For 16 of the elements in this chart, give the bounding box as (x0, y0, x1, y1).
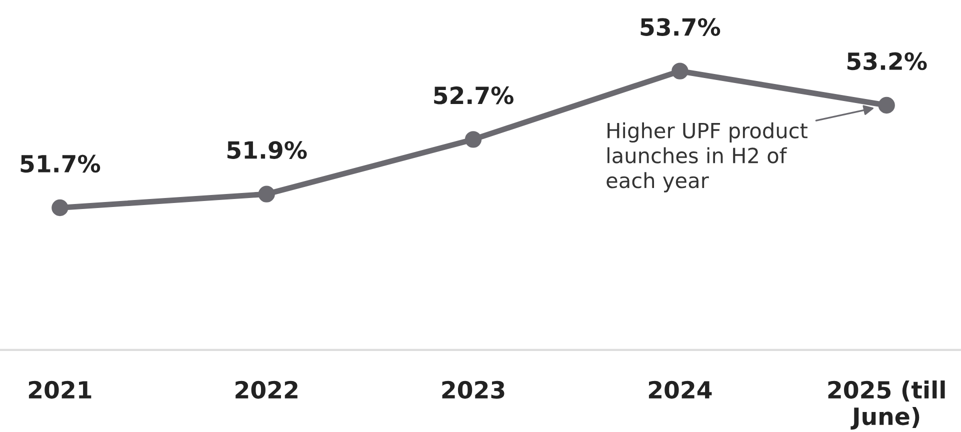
point (52, 199, 68, 216)
data-label: 51.9% (227, 141, 307, 159)
data-label: 52.7% (434, 86, 514, 104)
point (464, 131, 482, 148)
annotation: Higher UPF product launches in H2 of each year (606, 122, 808, 192)
data-label: 51.7% (20, 154, 100, 173)
x-tick-label: 2025 (till June) (828, 380, 945, 430)
point (878, 96, 895, 114)
x-tick-label: 2024 (648, 380, 712, 399)
data-label: 53.2% (847, 52, 927, 70)
point (258, 186, 275, 202)
x-tick-label: 2022 (236, 380, 298, 399)
x-tick-label: 2021 (28, 380, 92, 399)
data-label: 53.7% (640, 18, 720, 36)
x-tick-label: 2023 (442, 380, 504, 399)
point (672, 62, 688, 80)
